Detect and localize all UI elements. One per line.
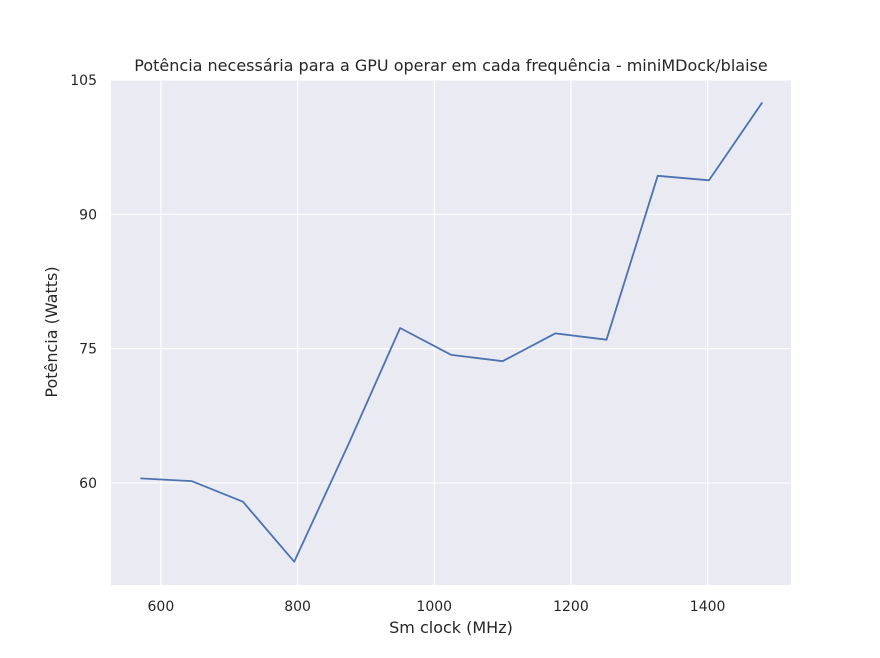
series-layer [140, 101, 764, 563]
x-tick-label: 1000 [416, 599, 452, 615]
y-tick-label: 90 [79, 207, 97, 223]
x-tick-label: 1400 [690, 599, 726, 615]
series-line [140, 101, 764, 563]
y-tick-labels: 60 75 90 105 [70, 73, 97, 492]
x-tick-label: 800 [284, 599, 311, 615]
x-tick-label: 600 [148, 599, 175, 615]
x-axis-label: Sm clock (MHz) [389, 618, 513, 637]
y-axis-label: Potência (Watts) [42, 266, 61, 397]
chart-title: Potência necessária para a GPU operar em… [134, 56, 767, 75]
plot-background [111, 80, 791, 585]
y-tick-label: 60 [79, 476, 97, 492]
grid [111, 79, 791, 585]
y-tick-label: 105 [70, 73, 97, 89]
x-tick-label: 1200 [553, 599, 589, 615]
y-tick-label: 75 [79, 342, 97, 358]
x-tick-labels: 600 800 1000 1200 1400 [148, 599, 726, 615]
